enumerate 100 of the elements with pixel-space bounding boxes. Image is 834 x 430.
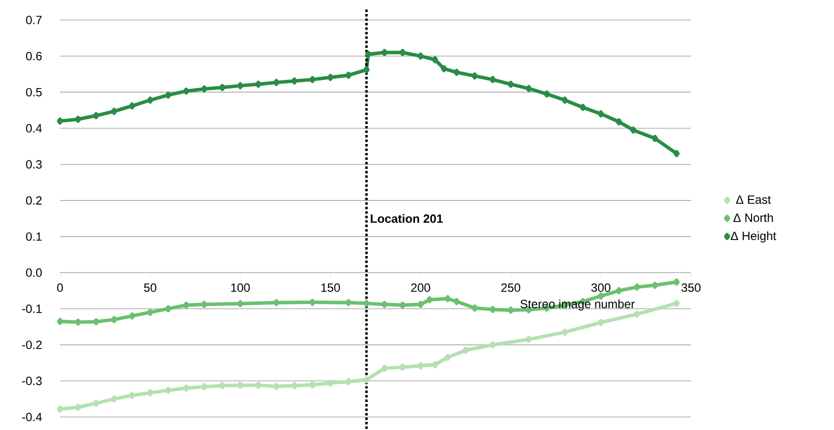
point [129,312,136,320]
y-tick-label: -0.1 [22,304,42,313]
point [345,72,352,79]
point [417,300,424,308]
point [440,65,448,72]
point [110,316,118,324]
point [580,104,586,111]
point [183,384,190,392]
point [273,78,280,86]
point [490,306,496,313]
point [462,346,469,354]
point [399,48,406,56]
point [273,382,280,390]
point [432,56,438,64]
point [92,400,100,407]
point [309,76,316,84]
point [365,50,372,58]
point [110,395,118,402]
point [472,304,478,312]
y-tick-label: 0.2 [26,196,42,205]
y-tick-label: 0.6 [26,52,42,60]
point [399,302,406,309]
point [508,306,514,314]
point [255,80,262,88]
point [165,386,172,394]
y-tick-label: 0.3 [26,160,42,169]
point [634,310,640,318]
point [399,364,406,371]
point [381,48,388,56]
point [56,318,64,325]
point [598,292,604,300]
point [616,287,622,294]
point [183,88,190,95]
point [110,108,118,115]
x-axis-title: Stereo image number [520,299,635,311]
point [444,295,451,302]
point [616,118,622,126]
point [56,406,64,413]
point [201,85,208,92]
point [273,299,280,306]
legend-label: Δ North [733,213,773,222]
point [490,76,496,84]
point [237,300,244,308]
point [673,278,680,286]
point [417,362,424,370]
point [345,378,352,386]
x-tick-label: 200 [411,283,430,292]
point [92,112,100,120]
point [129,102,136,110]
point [327,380,334,387]
point [508,80,514,88]
point [526,336,532,343]
legend-label: Δ Height [730,231,776,242]
point [92,318,100,326]
point [237,82,244,90]
legend-label: Δ East [736,196,771,204]
point [454,298,460,306]
point [165,305,172,312]
point [598,318,604,326]
point [363,300,370,307]
point [219,84,226,92]
point [327,74,334,81]
point [183,302,190,309]
point [673,150,680,158]
point [165,92,172,99]
x-tick-label: 0 [57,283,63,292]
point [147,389,154,396]
point [74,116,82,123]
point [381,300,388,308]
point [426,296,433,304]
point [309,298,316,306]
point [562,96,568,104]
point [652,134,658,142]
y-tick-label: 0.7 [26,16,42,24]
y-tick-label: -0.4 [22,412,42,422]
y-tick-label: 0.1 [26,232,42,241]
point [630,126,636,134]
x-tick-label: 350 [681,283,701,292]
point [417,52,424,60]
point [381,364,388,372]
point [201,300,208,308]
point [291,77,298,85]
point [432,361,438,368]
point [74,404,82,411]
point [363,376,370,384]
point [526,85,532,92]
x-tick-label: 150 [321,283,340,292]
point [309,381,316,388]
point [219,382,226,390]
y-tick-label: 0.4 [26,124,42,132]
point [634,284,640,291]
x-tick-label: 50 [144,283,156,292]
x-tick-label: 100 [231,283,250,292]
point [74,318,82,326]
y-tick-label: 0.0 [26,268,42,277]
point [147,308,154,316]
point [454,68,460,76]
point [598,110,604,118]
point [673,300,680,307]
point [129,392,136,399]
